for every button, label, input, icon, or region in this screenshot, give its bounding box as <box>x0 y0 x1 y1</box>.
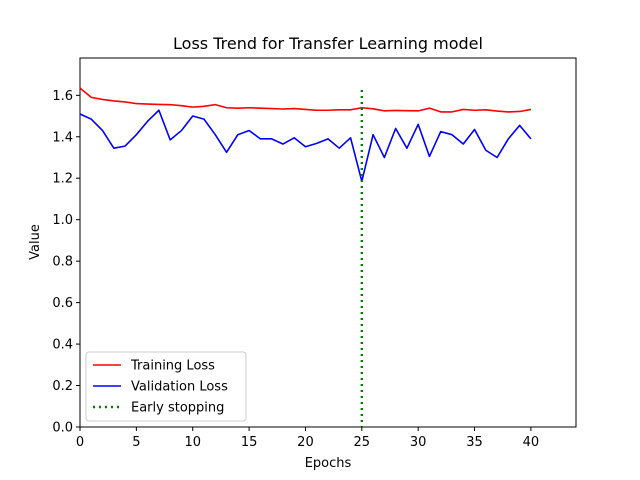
y-tick-label: 0.6 <box>52 296 73 311</box>
x-tick-label: 5 <box>132 435 140 450</box>
x-tick-label: 20 <box>297 435 314 450</box>
chart-title: Loss Trend for Transfer Learning model <box>173 34 483 53</box>
x-tick-label: 0 <box>76 435 84 450</box>
y-tick-label: 0.4 <box>52 338 73 353</box>
legend-box <box>85 351 247 422</box>
legend-label: Early stopping <box>131 401 224 416</box>
x-tick-label: 30 <box>410 435 427 450</box>
plot-area <box>79 57 577 428</box>
series-line-1 <box>79 87 532 113</box>
y-tick-label: 1.6 <box>52 89 73 104</box>
x-tick-label: 10 <box>184 435 201 450</box>
legend-label: Training Loss <box>130 359 215 374</box>
y-tick-label: 1.0 <box>52 213 73 228</box>
axes-layer: 0 5 10 15 20 25 30 35 40 0.0 0.2 0.4 0.6 0.8 1.0 1.2 1.4… <box>52 89 539 450</box>
x-tick-label: 35 <box>466 435 483 450</box>
x-tick-label: 15 <box>241 435 258 450</box>
x-axis-title: Epochs <box>305 456 352 471</box>
legend: Training Loss Validation Loss Early stoppi… <box>85 351 247 422</box>
x-tick-label: 40 <box>523 435 540 450</box>
y-tick-label: 1.4 <box>52 130 73 145</box>
y-tick-label: 0.0 <box>52 421 73 436</box>
y-tick-label: 0.8 <box>52 255 73 270</box>
legend-label: Validation Loss <box>131 380 228 395</box>
series-line-2 <box>79 109 532 183</box>
y-tick-label: 0.2 <box>52 379 73 394</box>
y-axis-title: Value <box>28 224 43 260</box>
lines-layer <box>79 87 532 427</box>
x-tick-label: 25 <box>354 435 371 450</box>
y-tick-label: 1.2 <box>52 172 73 187</box>
